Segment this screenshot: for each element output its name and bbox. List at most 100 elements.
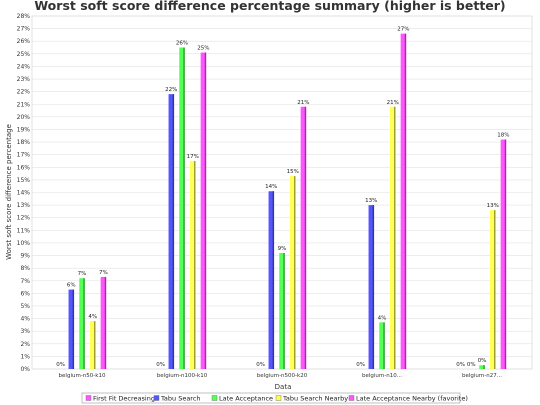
chart-title: Worst soft score difference percentage s… (34, 0, 505, 13)
y-tick-label: 15% (17, 177, 31, 184)
data-label: 0% (467, 362, 476, 368)
bar (389, 106, 396, 370)
bar-shadow (83, 278, 85, 369)
bar-shadow (304, 106, 307, 370)
y-tick-label: 21% (17, 101, 31, 108)
y-tick-label: 25% (17, 51, 31, 58)
bar (500, 139, 507, 369)
bar (189, 160, 196, 369)
legend: First Fit Decreasing Tabu Search Late Acce… (81, 392, 468, 404)
data-labels-layer: 0%6%7%4%7%0%22%26%17%25%0%14%9%15%21%0%1… (56, 27, 509, 368)
legend-swatch (275, 395, 282, 401)
bar-shadow (372, 205, 375, 369)
y-tick-label: 11% (17, 227, 31, 234)
bar (179, 47, 185, 370)
data-label: 0% (156, 362, 165, 368)
x-category-label: belgium-n100-k10 (157, 373, 208, 379)
y-tick-label: 24% (17, 63, 31, 70)
x-category-label: belgium-n10... (362, 373, 402, 379)
data-label: 4% (378, 315, 387, 321)
y-tick-label: 5% (20, 303, 30, 310)
data-label: 0% (56, 362, 65, 368)
data-label: 0% (478, 358, 487, 364)
bar-shadow (504, 139, 507, 369)
legend-swatch (348, 395, 355, 401)
bar-shadow (183, 47, 185, 370)
y-axis-label: Worst soft score difference percentage (5, 124, 13, 260)
bar-shadow (394, 106, 396, 370)
bar (79, 278, 85, 369)
y-tick-label: 18% (17, 139, 31, 146)
y-tick-label: 20% (17, 114, 31, 121)
legend-label: Tabu Search (160, 395, 201, 403)
legend-swatch (85, 395, 92, 401)
y-tick-label: 17% (17, 152, 31, 159)
y-tick-label: 7% (20, 278, 30, 285)
data-label: 18% (497, 133, 509, 139)
legend-label: First Fit Decreasing (93, 395, 155, 403)
bar-shadow (94, 321, 96, 369)
y-tick-label: 8% (20, 265, 30, 272)
legend-label: Tabu Search Nearby (282, 395, 348, 403)
data-label: 7% (99, 270, 108, 276)
data-label: 14% (265, 184, 277, 190)
y-ticks-layer: 0% 1% 2% 3% 4% 5% 6% 7% 8% 9% 10% 11% 12% 13% 14% 15% 16… (17, 13, 31, 373)
y-tick-label: 27% (17, 26, 31, 33)
bar (268, 191, 275, 369)
y-tick-label: 14% (17, 190, 31, 197)
data-label: 13% (487, 203, 499, 209)
bar (168, 94, 175, 370)
data-label: 0% (256, 362, 265, 368)
legend-swatch (153, 395, 160, 401)
y-tick-label: 3% (20, 328, 30, 335)
bar-shadow (483, 365, 485, 369)
data-label: 6% (67, 283, 76, 289)
data-label: 15% (287, 169, 299, 175)
bar-shadow (72, 289, 75, 369)
bar (300, 106, 307, 370)
bar (289, 176, 296, 369)
y-tick-label: 16% (17, 164, 31, 171)
bar-shadow (294, 176, 296, 369)
bar-shadow (204, 52, 207, 369)
data-label: 22% (165, 87, 177, 93)
y-tick-label: 23% (17, 76, 31, 83)
y-tick-label: 12% (17, 215, 31, 222)
x-category-label: belgium-n50-k10 (59, 373, 106, 379)
y-tick-label: 28% (17, 13, 31, 20)
bars-layer (68, 33, 507, 370)
bar (279, 253, 285, 369)
data-label: 13% (365, 198, 377, 204)
x-axis-label: Data (275, 383, 292, 391)
y-tick-label: 1% (20, 353, 30, 360)
y-tick-label: 6% (20, 290, 30, 297)
bar-shadow (404, 33, 407, 370)
data-label: 26% (176, 41, 188, 47)
legend-swatch (211, 395, 218, 401)
bar (400, 33, 407, 370)
x-category-label: belgium-n27... (462, 373, 502, 379)
bar-shadow (383, 322, 385, 369)
y-tick-label: 0% (20, 366, 30, 373)
bar-shadow (172, 94, 175, 370)
y-tick-label: 9% (20, 253, 30, 260)
bar (200, 52, 207, 369)
legend-label: Late Acceptance Nearby (favorite) (356, 395, 468, 403)
legend-frame (81, 392, 461, 404)
data-label: 0% (356, 362, 365, 368)
bar-shadow (283, 253, 285, 369)
y-tick-label: 2% (20, 341, 30, 348)
bar (68, 289, 75, 369)
bar (368, 205, 375, 369)
data-label: 4% (88, 314, 97, 320)
data-label: 25% (197, 46, 209, 52)
y-tick-label: 13% (17, 202, 31, 209)
y-tick-label: 26% (17, 38, 31, 45)
bar-shadow (104, 276, 107, 369)
data-label: 21% (297, 100, 309, 106)
y-tick-label: 4% (20, 316, 30, 323)
bar (489, 210, 496, 369)
x-categories-layer: belgium-n50-k10 belgium-n100-k10 belgium-n… (59, 373, 503, 379)
data-label: 21% (387, 100, 399, 106)
